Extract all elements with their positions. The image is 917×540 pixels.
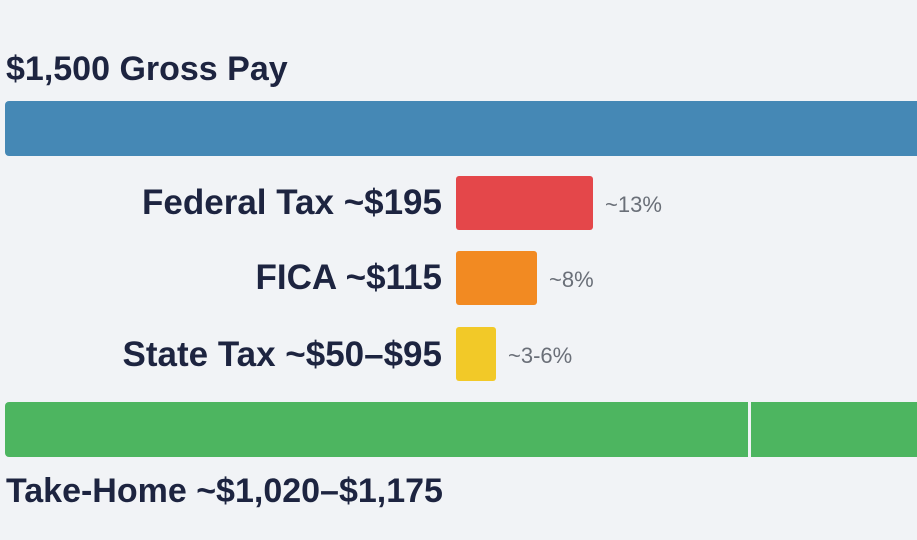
take-home-label: Take-Home ~$1,020–$1,175 (6, 472, 443, 510)
deduction-bar-federal (456, 176, 593, 230)
deduction-percent-fica: ~8% (549, 267, 594, 292)
deduction-bar-state (456, 327, 496, 381)
deduction-percent-federal: ~13% (605, 192, 662, 217)
deduction-percent-state: ~3-6% (508, 343, 573, 368)
deduction-label-fica: FICA ~$115 (255, 258, 442, 297)
deduction-bar-fica (456, 251, 537, 305)
deduction-label-state: State Tax ~$50–$95 (122, 335, 442, 374)
gross-pay-label: $1,500 Gross Pay (6, 50, 288, 88)
gross-pay-bar (5, 101, 917, 156)
take-home-bar (5, 402, 917, 457)
take-home-range-divider (747, 402, 751, 457)
deduction-label-federal: Federal Tax ~$195 (142, 183, 442, 222)
